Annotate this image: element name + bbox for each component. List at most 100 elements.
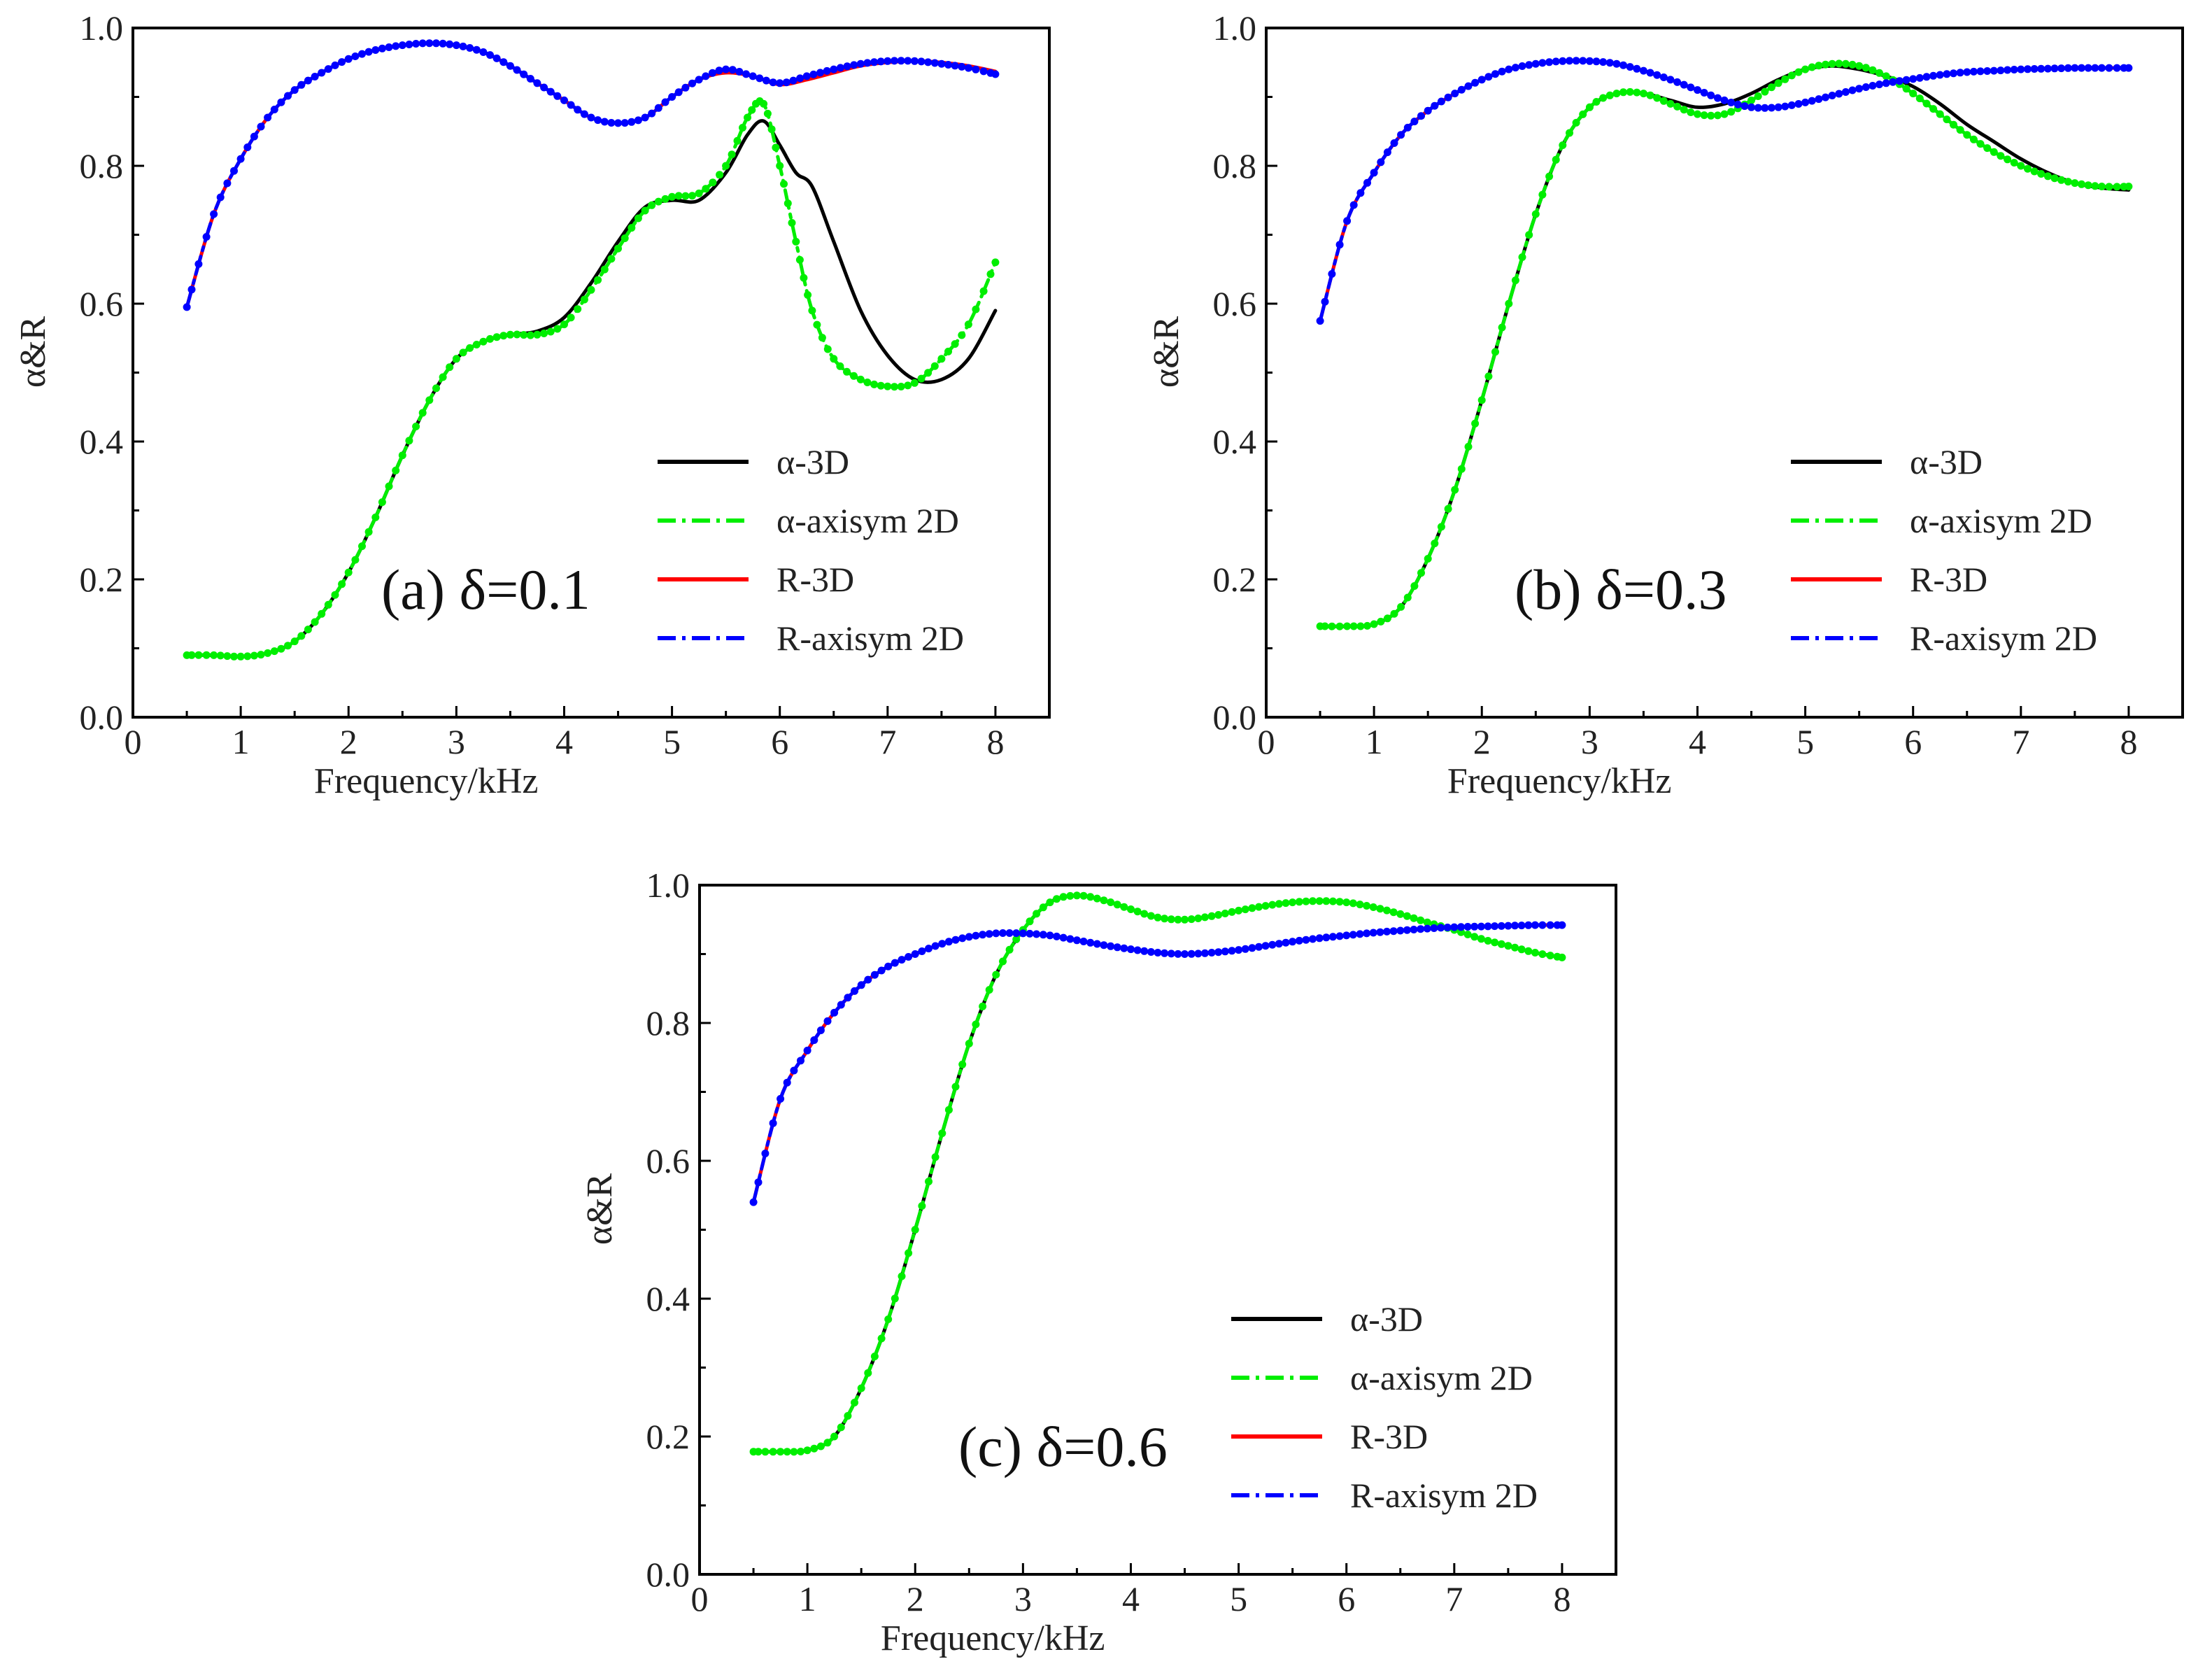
x-tick-label: 0 <box>1258 722 1275 761</box>
series-marker-alpha-axisym <box>1504 942 1512 950</box>
series-marker-alpha-axisym <box>1815 62 1823 70</box>
series-marker-r-axisym <box>1316 317 1324 325</box>
series-marker-alpha-axisym <box>836 362 844 370</box>
series-marker-alpha-axisym <box>1174 915 1182 924</box>
legend-label-alpha-axisym: α-axisym 2D <box>1350 1358 1533 1397</box>
series-marker-r-axisym <box>911 950 919 958</box>
series-marker-r-axisym <box>917 57 926 66</box>
series-marker-r-axisym <box>1720 96 1729 104</box>
x-axis-title: Frequency/kHz <box>1447 761 1672 801</box>
series-marker-r-axisym <box>472 45 481 54</box>
series-marker-r-axisym <box>749 1198 758 1206</box>
y-tick-label: 0.4 <box>1213 422 1257 461</box>
series-marker-r-axisym <box>1275 940 1283 948</box>
series-marker-alpha-axisym <box>1328 897 1337 905</box>
series-marker-alpha-axisym <box>425 396 434 404</box>
series-marker-alpha-axisym <box>1943 115 1951 124</box>
series-marker-r-axisym <box>479 48 488 56</box>
series-marker-alpha-axisym <box>1936 110 1944 118</box>
series-marker-r-axisym <box>1774 103 1782 111</box>
series-marker-r-axisym <box>187 285 196 294</box>
series-marker-r-axisym <box>331 61 339 69</box>
series-marker-alpha-axisym <box>1922 99 1931 108</box>
series-marker-r-axisym <box>2064 64 2072 72</box>
series-marker-alpha-axisym <box>2084 181 2092 190</box>
series-marker-r-axisym <box>1882 79 1890 87</box>
series-marker-alpha-axisym <box>1241 905 1249 914</box>
series-marker-r-axisym <box>1531 59 1540 68</box>
series-marker-r-axisym <box>1207 949 1216 957</box>
series-marker-r-axisym <box>1154 949 1162 957</box>
series-marker-r-axisym <box>857 981 865 989</box>
series-marker-alpha-axisym <box>1046 898 1054 907</box>
series-marker-r-axisym <box>1491 70 1499 78</box>
series-marker-alpha-axisym <box>1619 88 1627 97</box>
legend-label-alpha-3d: α-3D <box>1350 1299 1423 1339</box>
series-marker-alpha-axisym <box>1497 940 1505 948</box>
series-marker-r-axisym <box>722 65 730 73</box>
series-marker-r-axisym <box>257 122 265 131</box>
series-marker-alpha-axisym <box>1376 905 1384 913</box>
series-marker-r-axisym <box>304 76 312 85</box>
series-marker-alpha-axisym <box>1463 931 1472 938</box>
series-marker-r-axisym <box>1950 69 1957 78</box>
y-axis-title: α&R <box>13 316 53 388</box>
series-marker-alpha-axisym <box>810 1444 818 1453</box>
series-marker-alpha-axisym <box>223 652 232 661</box>
series-marker-alpha-axisym <box>761 1448 770 1456</box>
series-marker-r-axisym <box>1289 938 1297 946</box>
series-marker-alpha-axisym <box>398 451 406 460</box>
series-marker-r-axisym <box>965 933 973 941</box>
series-marker-alpha-axisym <box>1639 90 1647 98</box>
series-marker-r-axisym <box>1390 139 1398 147</box>
series-marker-r-axisym <box>1437 924 1445 932</box>
series-marker-alpha-axisym <box>634 214 642 223</box>
series-marker-r-axisym <box>1619 61 1627 69</box>
series-marker-alpha-axisym <box>1997 152 2005 160</box>
series-marker-r-axisym <box>1066 935 1075 943</box>
y-tick-label: 0.0 <box>1213 698 1257 737</box>
series-marker-r-axisym <box>2037 64 2046 73</box>
series-marker-r-axisym <box>850 61 858 69</box>
series-marker-r-axisym <box>830 1008 839 1017</box>
series-marker-alpha-axisym <box>823 1439 832 1447</box>
series-marker-alpha-axisym <box>800 274 808 282</box>
series-marker-r-axisym <box>1322 933 1331 942</box>
series-marker-alpha-axisym <box>2004 155 2012 164</box>
x-tick-label: 5 <box>1230 1579 1247 1618</box>
series-marker-alpha-axisym <box>992 970 1000 979</box>
series-marker-alpha-axisym <box>1059 893 1068 901</box>
series-marker-r-axisym <box>230 167 238 175</box>
x-axis-title: Frequency/kHz <box>881 1618 1105 1658</box>
series-marker-alpha-axisym <box>1882 72 1890 80</box>
series-marker-r-axisym <box>1525 61 1533 69</box>
series-marker-alpha-axisym <box>1033 910 1041 918</box>
series-marker-r-axisym <box>870 58 879 66</box>
series-marker-alpha-axisym <box>1147 912 1155 920</box>
series-marker-r-axisym <box>398 41 406 50</box>
series-marker-alpha-axisym <box>979 287 988 295</box>
series-marker-r-axisym <box>1403 123 1412 132</box>
series-marker-r-axisym <box>1572 57 1580 65</box>
series-marker-alpha-axisym <box>1363 621 1371 630</box>
series-marker-r-axisym <box>1936 71 1944 79</box>
series-marker-alpha-axisym <box>1370 620 1378 628</box>
series-marker-r-axisym <box>1862 83 1870 91</box>
series-marker-r-axisym <box>1140 947 1149 955</box>
series-marker-alpha-axisym <box>1862 64 1870 72</box>
series-marker-r-axisym <box>270 106 278 113</box>
series-marker-alpha-axisym <box>194 651 203 659</box>
x-tick-label: 7 <box>1445 1579 1463 1618</box>
series-marker-r-axisym <box>1815 95 1823 104</box>
plot-area <box>749 891 1566 1456</box>
series-marker-r-axisym <box>944 61 952 69</box>
series-marker-r-axisym <box>1915 73 1924 82</box>
series-marker-alpha-axisym <box>1915 94 1924 103</box>
series-marker-r-axisym <box>446 40 454 48</box>
series-marker-alpha-axisym <box>1491 938 1499 947</box>
series-marker-alpha-axisym <box>1181 915 1189 924</box>
series-marker-alpha-axisym <box>816 1442 825 1450</box>
series-marker-r-axisym <box>1328 270 1336 278</box>
y-tick-labels: 0.0 0.2 0.4 0.6 0.8 1.0 <box>1213 8 1257 737</box>
series-marker-alpha-axisym <box>1235 906 1243 915</box>
